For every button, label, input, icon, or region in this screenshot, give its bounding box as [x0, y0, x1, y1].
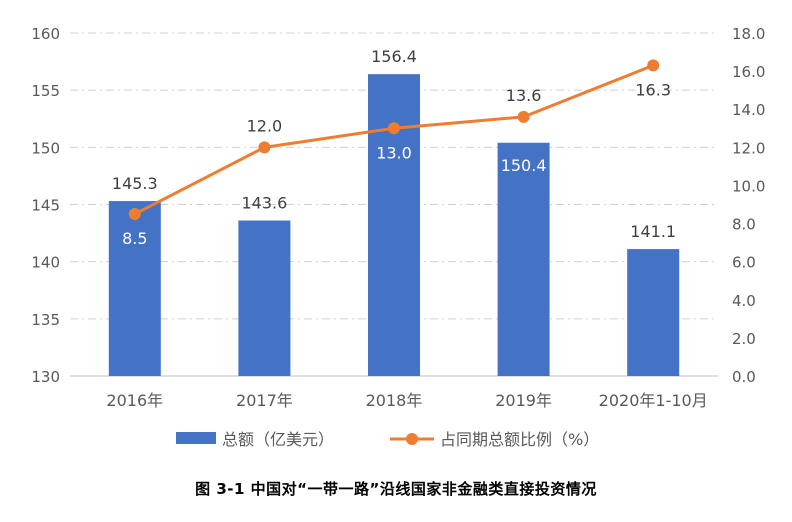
x-tick-label: 2016年	[106, 391, 163, 410]
left-tick-label: 145	[31, 197, 60, 215]
right-tick-label: 10.0	[732, 177, 765, 195]
bar	[238, 220, 291, 376]
line-point	[647, 59, 660, 72]
bar	[368, 74, 420, 376]
left-tick-label: 135	[31, 311, 60, 329]
left-tick-label: 155	[31, 82, 60, 100]
x-tick-label: 2018年	[366, 391, 423, 410]
right-tick-label: 16.0	[732, 63, 765, 81]
bar-data-label: 145.3	[112, 174, 158, 193]
bar-data-label: 150.4	[501, 156, 547, 175]
right-tick-label: 18.0	[732, 25, 765, 43]
left-tick-label: 150	[31, 139, 60, 157]
line-point	[128, 208, 141, 221]
line-point	[388, 122, 400, 135]
right-tick-label: 4.0	[732, 292, 756, 310]
bar-data-label: 156.4	[371, 47, 417, 66]
left-tick-label: 160	[31, 25, 60, 43]
legend-bar-swatch	[176, 432, 216, 444]
right-tick-label: 6.0	[732, 254, 756, 272]
figure-caption: 图 3-1 中国对“一带一路”沿线国家非金融类直接投资情况	[195, 480, 597, 498]
bar-series: 145.3 143.6 156.4 150.4 141.1	[108, 47, 680, 376]
line-data-label: 16.3	[635, 80, 671, 99]
x-tick-label: 2017年	[236, 391, 293, 410]
right-tick-label: 0.0	[732, 368, 756, 386]
legend-bar-label: 总额（亿美元）	[222, 430, 334, 449]
line-series: 8.5 12.0 13.0 13.6 16.3	[122, 59, 671, 248]
right-tick-label: 8.0	[732, 216, 756, 234]
bar-data-label: 141.1	[630, 222, 676, 241]
bar	[627, 249, 680, 376]
right-tick-label: 12.0	[732, 139, 765, 157]
line-data-label: 13.6	[506, 86, 542, 105]
left-tick-label: 140	[31, 254, 60, 272]
left-tick-label: 130	[31, 368, 60, 386]
chart: 130 135 140 145 150 155 160 0.0 2.0 4.0 6.0 8.0 10.…	[31, 25, 765, 449]
bar	[497, 142, 550, 376]
x-tick-label: 2019年	[495, 391, 552, 410]
right-axis-ticks: 0.0 2.0 4.0 6.0 8.0 10.0 12.0 14.0 16.0 18.0	[732, 25, 765, 386]
line-point	[517, 110, 530, 123]
legend: 总额（亿美元） 占同期总额比例（%）	[176, 430, 599, 449]
right-tick-label: 14.0	[732, 101, 765, 119]
line-data-label: 13.0	[376, 143, 412, 162]
line-data-label: 8.5	[122, 229, 147, 248]
x-axis-labels: 2016年 2017年 2018年 2019年 2020年1-10月	[106, 391, 707, 410]
right-tick-label: 2.0	[732, 330, 756, 348]
line-data-label: 12.0	[247, 116, 283, 135]
legend-line-marker	[406, 433, 418, 445]
bar	[108, 201, 161, 376]
left-axis-ticks: 130 135 140 145 150 155 160	[31, 25, 60, 386]
x-tick-label: 2020年1-10月	[599, 391, 708, 410]
line-point	[258, 141, 271, 154]
bar-data-label: 143.6	[241, 194, 287, 213]
legend-line-label: 占同期总额比例（%）	[440, 430, 599, 449]
